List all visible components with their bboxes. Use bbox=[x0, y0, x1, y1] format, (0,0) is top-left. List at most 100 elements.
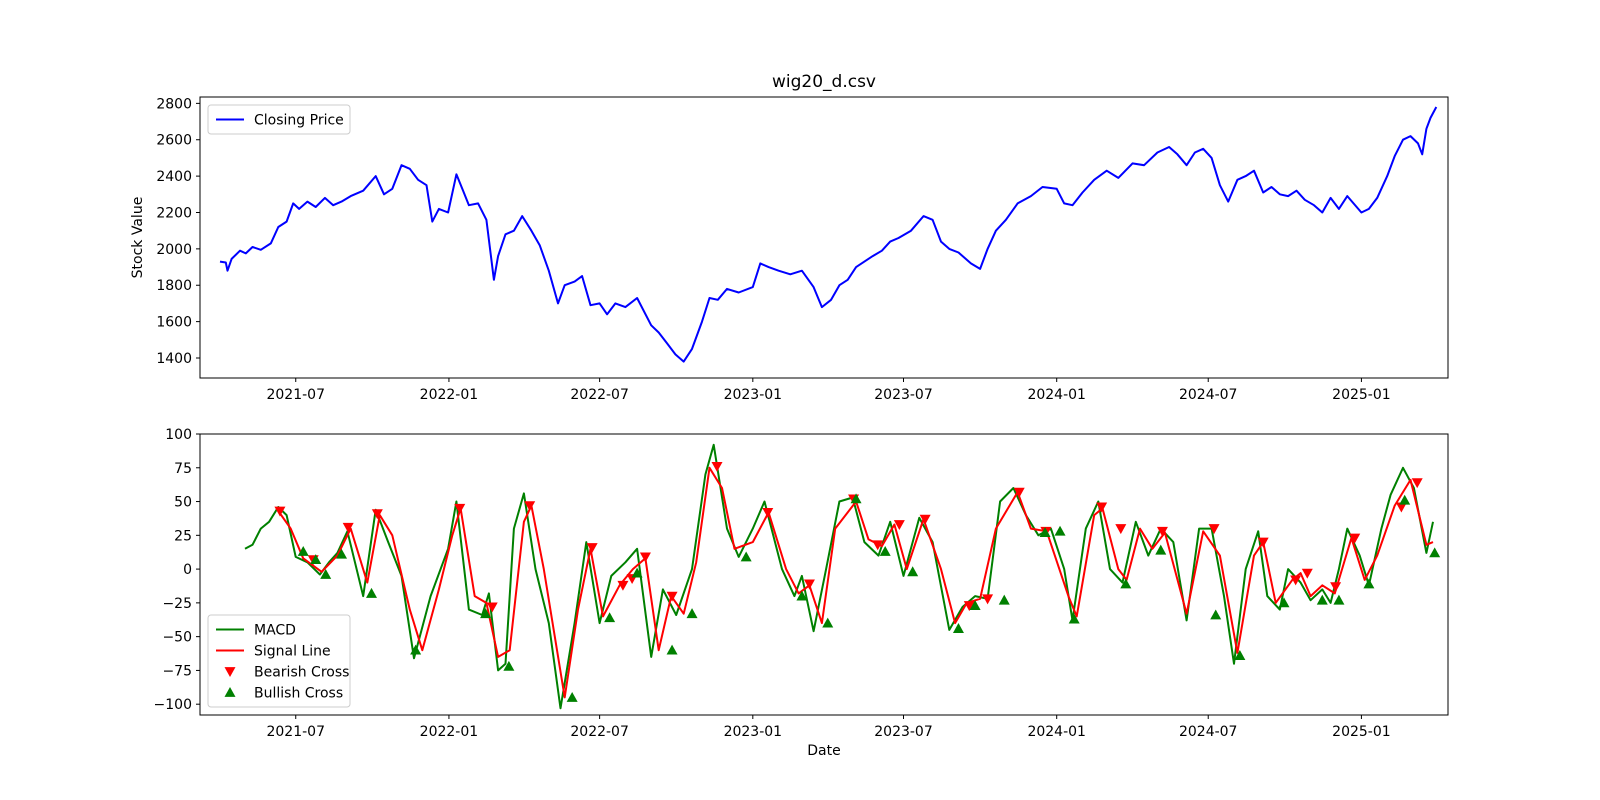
bullish-cross-marker bbox=[686, 608, 698, 619]
bullish-cross-marker bbox=[1120, 578, 1132, 589]
bearish-cross-marker bbox=[486, 602, 498, 613]
macd-line bbox=[244, 443, 1434, 710]
price-xtick-label: 2022-01 bbox=[420, 387, 479, 403]
macd-xtick-label: 2025-01 bbox=[1332, 724, 1391, 740]
legend-bullish-cross-label: Bullish Cross bbox=[254, 686, 343, 702]
macd-ytick-label: 100 bbox=[165, 427, 192, 443]
price-legend: Closing Price bbox=[207, 104, 351, 135]
price-ytick-label: 2400 bbox=[156, 169, 192, 185]
macd-ytick-label: −100 bbox=[154, 697, 192, 713]
bullish-cross-marker bbox=[998, 594, 1010, 605]
bullish-cross-marker bbox=[796, 590, 808, 601]
macd-ytick-label: −25 bbox=[162, 596, 192, 612]
bullish-cross-marker bbox=[503, 660, 515, 671]
price-xtick-label: 2024-07 bbox=[1179, 387, 1238, 403]
bearish-cross-marker bbox=[762, 507, 774, 518]
price-xtick-label: 2025-01 bbox=[1332, 387, 1391, 403]
price-ytick-label: 1600 bbox=[156, 315, 192, 331]
bearish-cross-marker bbox=[919, 514, 931, 525]
macd-xtick-label: 2022-07 bbox=[570, 724, 629, 740]
bearish-cross-marker bbox=[1349, 533, 1361, 544]
bullish-cross-marker bbox=[1429, 547, 1441, 558]
bullish-cross-marker bbox=[907, 566, 919, 577]
macd-xtick-label: 2023-07 bbox=[874, 724, 933, 740]
bullish-cross-marker bbox=[366, 587, 378, 598]
price-ytick-label: 1400 bbox=[156, 351, 192, 367]
price-ytick-label: 2800 bbox=[156, 96, 192, 112]
bearish-cross-marker bbox=[1257, 537, 1269, 548]
bearish-cross-marker bbox=[524, 501, 536, 512]
bullish-cross-marker bbox=[1068, 613, 1080, 624]
bearish-cross-marker bbox=[893, 520, 905, 531]
bullish-cross-marker bbox=[1155, 544, 1167, 555]
bearish-cross-marker bbox=[617, 580, 629, 591]
macd-xtick-label: 2024-07 bbox=[1179, 724, 1238, 740]
bearish-cross-marker bbox=[342, 522, 354, 533]
signal-line-line bbox=[277, 466, 1434, 699]
bearish-cross-marker bbox=[1395, 502, 1407, 513]
bearish-cross-marker bbox=[1013, 487, 1025, 498]
bearish-cross-marker bbox=[963, 601, 975, 612]
macd-panel: 100 75 50 25 0 −25 −50 −75 −100 2021-07 2022-01 202… bbox=[154, 427, 1449, 759]
bullish-cross-marker bbox=[1210, 609, 1222, 620]
bullish-cross-marker bbox=[740, 551, 752, 562]
legend-closing-price-label: Closing Price bbox=[254, 113, 344, 129]
bullish-cross-marker bbox=[879, 546, 891, 556]
bullish-cross-marker bbox=[1278, 597, 1290, 608]
legend-bullish-cross-swatch bbox=[224, 687, 236, 697]
price-title: wig20_d.csv bbox=[772, 72, 876, 92]
bearish-cross-marker bbox=[1290, 575, 1302, 586]
macd-plot-frame bbox=[199, 433, 1449, 716]
bullish-cross-marker bbox=[410, 644, 422, 655]
price-xtick-label: 2023-07 bbox=[874, 387, 933, 403]
macd-ytick-label: 25 bbox=[174, 528, 192, 544]
price-xtick-label: 2022-07 bbox=[570, 387, 629, 403]
macd-ytick-label: −50 bbox=[162, 630, 192, 646]
price-plot-frame bbox=[199, 96, 1449, 379]
bearish-cross-marker bbox=[666, 591, 678, 602]
bearish-cross-marker bbox=[803, 579, 815, 590]
price-ytick-label: 2600 bbox=[156, 133, 192, 149]
macd-xtick-label: 2023-01 bbox=[724, 724, 783, 740]
bearish-cross-marker bbox=[639, 552, 651, 563]
macd-xtick-label: 2024-01 bbox=[1027, 724, 1086, 740]
closing-price-line bbox=[219, 106, 1438, 363]
price-xtick-label: 2021-07 bbox=[266, 387, 325, 403]
bullish-cross-marker bbox=[604, 612, 616, 623]
bearish-cross-marker bbox=[1301, 568, 1313, 579]
bullish-cross-marker bbox=[566, 691, 578, 702]
bullish-cross-marker bbox=[1039, 527, 1051, 538]
price-xtick-label: 2024-01 bbox=[1027, 387, 1086, 403]
legend-box bbox=[207, 614, 351, 708]
macd-xlabel: Date bbox=[807, 743, 840, 759]
bearish-cross-marker bbox=[982, 594, 994, 605]
bearish-cross-marker bbox=[371, 509, 383, 520]
legend-macd-label: MACD bbox=[254, 623, 296, 639]
legend-box bbox=[207, 104, 351, 135]
macd-ytick-label: −75 bbox=[162, 663, 192, 679]
bearish-cross-marker bbox=[1330, 582, 1342, 593]
bullish-cross-marker bbox=[1316, 594, 1328, 605]
macd-xtick-label: 2021-07 bbox=[266, 724, 325, 740]
macd-ytick-label: 75 bbox=[174, 461, 192, 477]
macd-legend: MACD Signal Line Bearish Cross Bullish Cros… bbox=[207, 614, 351, 708]
bullish-cross-marker bbox=[631, 567, 643, 578]
macd-ytick-label: 0 bbox=[183, 562, 192, 578]
bearish-cross-marker bbox=[711, 462, 723, 472]
bearish-cross-marker bbox=[1096, 502, 1108, 513]
bearish-cross-marker bbox=[274, 506, 286, 517]
bullish-cross-marker bbox=[336, 548, 348, 559]
price-panel: 1400 1600 1800 2000 2200 2400 2600 2800 2021-07 2… bbox=[130, 72, 1449, 403]
bullish-cross-marker bbox=[850, 493, 862, 504]
bullish-cross-marker bbox=[310, 554, 322, 565]
bearish-cross-marker bbox=[1115, 524, 1127, 535]
macd-xtick-label: 2022-01 bbox=[420, 724, 479, 740]
bullish-cross-marker bbox=[666, 644, 678, 655]
price-ytick-label: 1800 bbox=[156, 278, 192, 294]
bullish-cross-marker bbox=[1363, 578, 1375, 589]
bullish-cross-marker bbox=[822, 617, 834, 628]
bullish-cross-marker bbox=[952, 623, 964, 633]
bullish-cross-marker bbox=[1054, 525, 1066, 536]
bearish-cross-marker bbox=[872, 540, 884, 551]
